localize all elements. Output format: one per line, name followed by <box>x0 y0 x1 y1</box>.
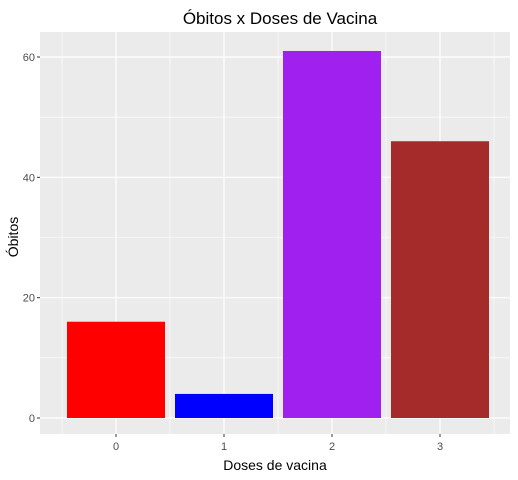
bars-group <box>67 50 489 418</box>
y-axis-ticks: 0 20 40 60 <box>23 52 40 425</box>
bar-dose-0 <box>67 321 165 418</box>
bar-dose-2 <box>283 50 381 418</box>
x-tick-label: 3 <box>437 441 443 453</box>
y-tick-label: 40 <box>23 172 35 184</box>
x-axis-ticks: 0 1 2 3 <box>113 434 443 453</box>
bar-dose-1 <box>175 393 273 418</box>
y-axis-title: Óbitos <box>5 217 21 257</box>
y-tick-label: 20 <box>23 293 35 305</box>
y-tick-label: 60 <box>23 52 35 64</box>
y-tick-label: 0 <box>29 413 35 425</box>
chart-title: Óbitos x Doses de Vacina <box>183 9 378 28</box>
bar-dose-3 <box>391 141 489 418</box>
x-tick-label: 1 <box>221 441 227 453</box>
x-tick-label: 2 <box>329 441 335 453</box>
x-axis-title: Doses de vacina <box>223 457 327 473</box>
x-tick-label: 0 <box>113 441 119 453</box>
